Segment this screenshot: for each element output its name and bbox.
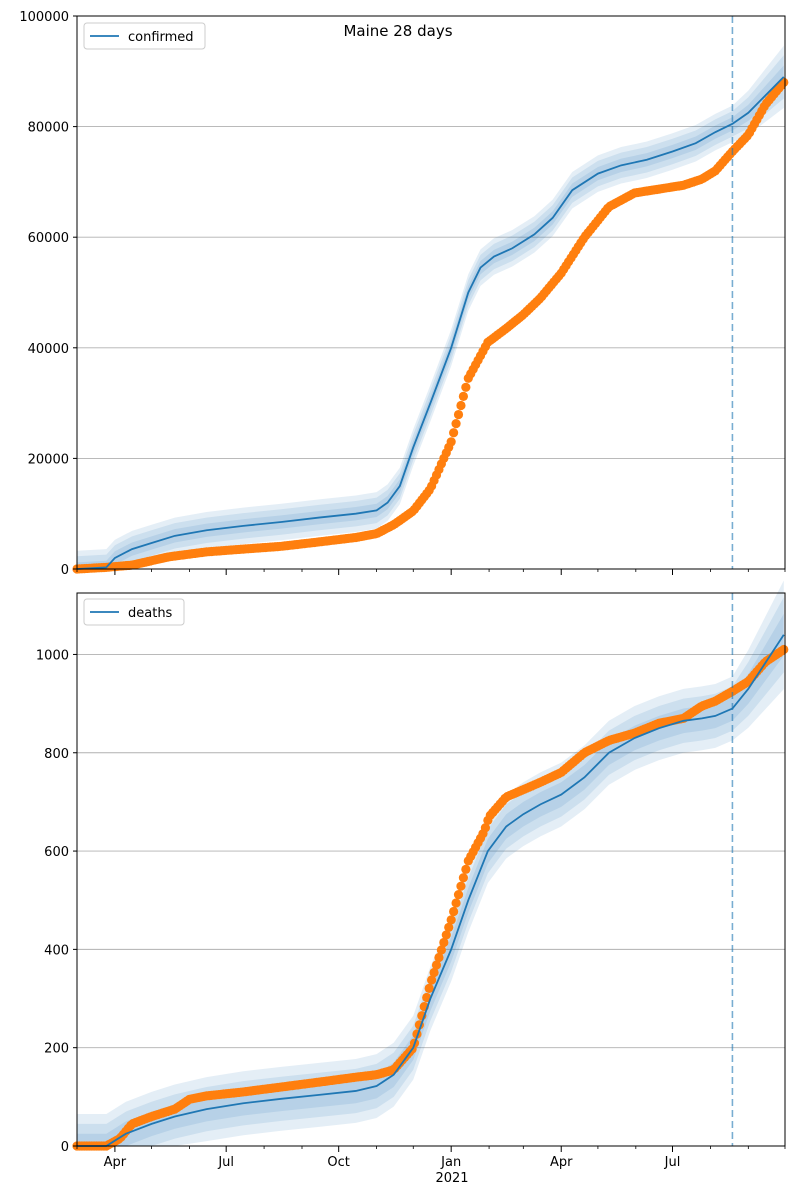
deaths-legend: deaths <box>83 598 185 626</box>
deaths-x-axis: Apr Jul Oct Jan Apr Jul <box>76 1146 786 1170</box>
observed-point <box>461 382 471 392</box>
deaths-plot-frame <box>76 592 786 1147</box>
observed-point <box>446 437 456 447</box>
observed-point <box>446 915 456 925</box>
y-tick-label: 1000 <box>36 648 69 663</box>
y-tick-label: 800 <box>44 747 69 762</box>
y-tick-label: 40000 <box>28 342 69 357</box>
y-tick-label: 0 <box>61 1140 69 1155</box>
observed-point <box>458 873 468 883</box>
y-tick-label: 600 <box>44 845 69 860</box>
observed-point <box>456 400 466 411</box>
x-tick-label: Apr <box>104 1155 127 1170</box>
uncertainty-band <box>77 613 784 1146</box>
observed-point <box>424 983 434 993</box>
observed-point <box>458 391 468 401</box>
y-tick-label: 0 <box>61 563 69 578</box>
uncertainty-band <box>77 580 784 1146</box>
x-tick-label: Jul <box>217 1155 234 1170</box>
observed-point <box>456 881 466 891</box>
confirmed-plot-frame <box>76 15 786 570</box>
observed-point <box>427 975 437 985</box>
x-tick-label: Jan <box>440 1155 461 1170</box>
legend-label: deaths <box>128 606 173 621</box>
uncertainty-band <box>77 597 784 1146</box>
y-tick-label: 60000 <box>28 231 69 246</box>
observed-point <box>451 898 461 908</box>
observed-point <box>441 930 451 940</box>
observed-point <box>436 945 446 955</box>
observed-point <box>429 967 439 978</box>
observed-point <box>439 937 449 948</box>
observed-point <box>451 419 461 429</box>
legend-box <box>83 598 185 626</box>
observed-point <box>453 890 464 900</box>
observed-point <box>480 823 491 833</box>
confirmed-legend: confirmed <box>83 22 206 50</box>
deaths-y-axis: 0 200 400 600 800 1000 <box>36 648 77 1155</box>
y-tick-label: 20000 <box>28 452 69 467</box>
observed-point <box>434 952 444 963</box>
deaths-model-line <box>77 634 785 1147</box>
y-tick-label: 80000 <box>28 121 69 136</box>
observed-point <box>461 864 471 874</box>
confirmed-x-axis <box>76 569 786 575</box>
observed-point <box>779 644 789 655</box>
legend-box <box>83 22 206 50</box>
confirmed-uncertainty-bands <box>77 45 784 570</box>
observed-point <box>431 960 442 970</box>
observed-point <box>449 428 459 438</box>
observed-point <box>444 922 454 933</box>
deaths-observed-points <box>72 644 789 1151</box>
confirmed-panel: 0 20000 40000 60000 80000 100000 confirmed <box>19 10 789 578</box>
confirmed-y-axis: 0 20000 40000 60000 80000 100000 <box>19 10 77 578</box>
deaths-uncertainty-bands <box>77 580 784 1146</box>
deaths-panel: 0 200 400 600 800 1000 Apr Jul Oct Jan Apr Jul dea… <box>36 580 789 1170</box>
observed-point <box>449 906 459 917</box>
x-tick-label: Jul <box>664 1155 681 1170</box>
uncertainty-band <box>77 45 784 570</box>
x-axis-year-label: 2021 <box>435 1171 468 1186</box>
confirmed-model-line <box>76 76 785 570</box>
y-tick-label: 400 <box>44 943 69 958</box>
x-tick-label: Apr <box>550 1155 573 1170</box>
observed-point <box>453 409 464 420</box>
x-tick-label: Oct <box>327 1155 349 1170</box>
figure-title: Maine 28 days <box>343 22 452 40</box>
y-tick-label: 200 <box>44 1042 69 1057</box>
legend-label: confirmed <box>128 30 194 45</box>
y-tick-label: 100000 <box>19 10 69 25</box>
